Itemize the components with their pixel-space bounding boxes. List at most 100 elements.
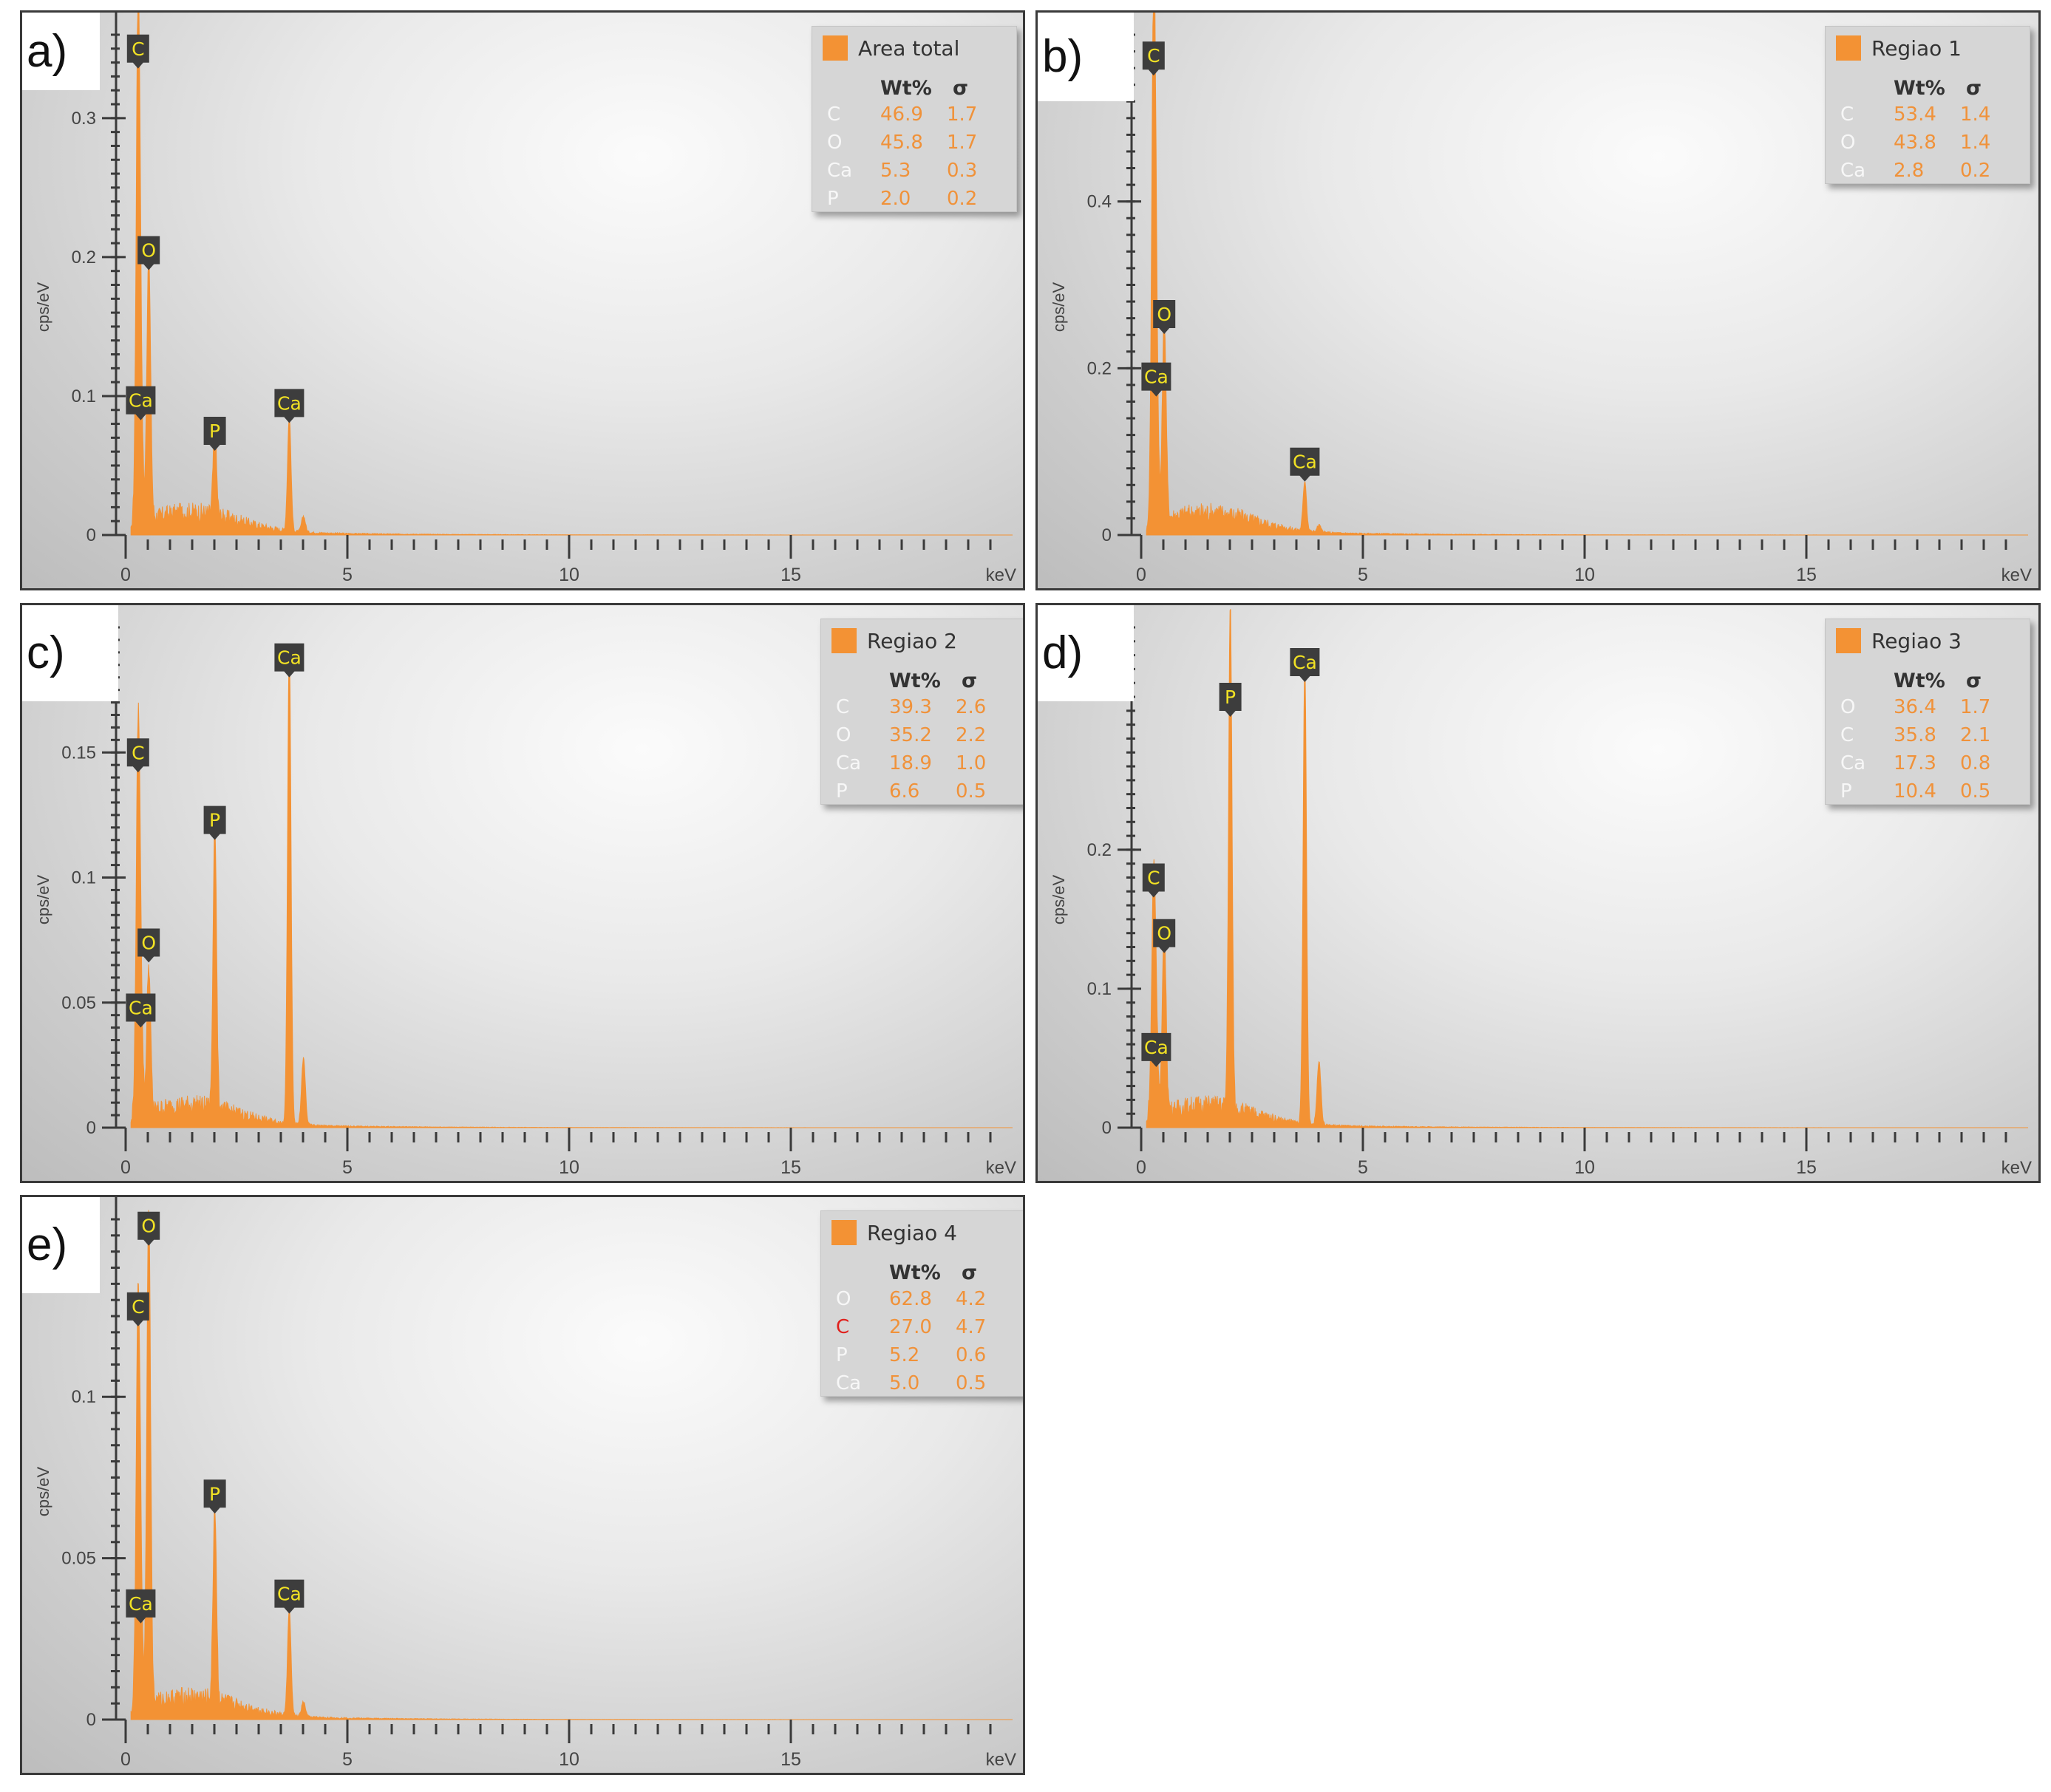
svg-text:O: O [141, 933, 156, 954]
x-tick-label: 5 [1358, 565, 1368, 585]
svg-text:P: P [209, 810, 220, 831]
element-sigma: 0.3 [947, 160, 978, 182]
y-tick-label: 0 [86, 525, 96, 545]
element-name: C [1840, 724, 1854, 746]
x-tick-label: 10 [559, 1749, 579, 1770]
x-tick-label: 10 [559, 565, 579, 585]
peak-label-o: O [1153, 919, 1176, 953]
element-sigma: 0.5 [956, 780, 987, 803]
x-tick-label: 5 [1358, 1157, 1368, 1178]
composition-legend: Regiao 1 Wt% σ C 53.4 1.4 O 43.8 1.4 Ca 2.8 0.2 [1825, 26, 2030, 184]
wt-column-header: Wt% [880, 77, 932, 100]
composition-row: P 10.4 0.5 [1826, 780, 2030, 808]
element-wt: 35.2 [889, 724, 932, 746]
y-tick-label: 0.1 [72, 868, 96, 888]
y-tick-label: 0.2 [1087, 358, 1112, 378]
peak-label-c: C [126, 738, 149, 773]
x-tick-label: 15 [1796, 565, 1817, 585]
peak-label-o: O [1153, 299, 1176, 334]
y-axis-label: cps/eV [34, 875, 52, 925]
spectrum-area [130, 654, 1013, 1128]
peak-label-c: C [126, 34, 149, 69]
element-sigma: 0.6 [956, 1344, 987, 1366]
x-tick-label: 15 [780, 1157, 801, 1178]
spectrum-area [130, 13, 1013, 536]
element-sigma: 4.2 [956, 1288, 987, 1310]
element-sigma: 4.7 [956, 1316, 987, 1338]
composition-row: Ca 2.8 0.2 [1826, 160, 2030, 188]
composition-row: O 43.8 1.4 [1826, 132, 2030, 160]
element-name: O [1840, 132, 1856, 154]
element-sigma: 2.2 [956, 724, 987, 746]
y-tick-label: 0.15 [61, 743, 96, 763]
panel-label: c) [22, 605, 118, 701]
y-tick-label: 0 [86, 1118, 96, 1138]
y-axis-label: cps/eV [34, 1467, 52, 1517]
composition-row: C 35.8 2.1 [1826, 724, 2030, 752]
y-tick-label: 0.2 [1087, 840, 1112, 860]
y-tick-label: 0.1 [72, 386, 96, 406]
element-wt: 5.3 [880, 160, 911, 182]
element-name: P [836, 780, 848, 803]
peak-label-o: O [137, 928, 160, 963]
svg-text:Ca: Ca [1144, 1037, 1169, 1058]
element-wt: 5.2 [889, 1344, 920, 1366]
element-name: O [836, 1288, 851, 1310]
element-sigma: 1.7 [947, 132, 978, 154]
element-name: P [827, 188, 839, 210]
element-wt: 10.4 [1894, 780, 1936, 803]
peak-label-ca: Ca [1290, 447, 1320, 482]
element-wt: 45.8 [880, 132, 923, 154]
x-tick-label: 15 [1796, 1157, 1817, 1178]
element-wt: 2.0 [880, 188, 911, 210]
peak-label-p: P [203, 1479, 226, 1514]
element-sigma: 0.2 [947, 188, 978, 210]
peak-label-ca: Ca [274, 643, 305, 678]
element-sigma: 2.6 [956, 696, 987, 718]
element-sigma: 1.0 [956, 752, 987, 774]
legend-title: Regiao 4 [867, 1220, 957, 1245]
legend-swatch [831, 1220, 857, 1245]
y-tick-label: 0 [86, 1710, 96, 1730]
element-sigma: 0.8 [1960, 752, 1991, 774]
eds-panel-a: 0 0.1 0.2 0.3 cps/eV 0 5 10 15 keV C O Ca P Ca a) Area t… [20, 10, 1025, 590]
y-tick-label: 0.4 [1087, 192, 1112, 212]
composition-row: P 2.0 0.2 [812, 188, 1016, 216]
legend-swatch [1836, 35, 1861, 61]
y-tick-label: 0.2 [72, 248, 96, 268]
composition-row: Ca 18.9 1.0 [821, 752, 1023, 780]
x-tick-label: 5 [342, 1749, 353, 1770]
legend-title: Regiao 3 [1871, 628, 1962, 653]
svg-text:C: C [132, 742, 144, 763]
x-tick-label: 0 [120, 1749, 131, 1770]
element-name: C [836, 696, 850, 718]
svg-text:P: P [209, 1483, 220, 1505]
spectrum-area [1146, 609, 2028, 1128]
svg-text:Ca: Ca [1293, 452, 1317, 473]
element-name: O [827, 132, 843, 154]
y-tick-label: 0.1 [72, 1387, 96, 1407]
x-axis-label: keV [2001, 565, 2032, 585]
element-name: P [836, 1344, 848, 1366]
x-tick-label: 10 [1574, 565, 1595, 585]
x-tick-label: 0 [120, 1157, 131, 1178]
peak-label-ca: Ca [126, 993, 156, 1028]
composition-row: O 35.2 2.2 [821, 724, 1023, 752]
x-tick-label: 0 [1136, 565, 1146, 585]
composition-legend: Regiao 2 Wt% σ C 39.3 2.6 O 35.2 2.2 Ca 18.9 1.0 P 6.… [820, 619, 1023, 805]
wt-column-header: Wt% [889, 670, 941, 692]
panel-label: d) [1038, 605, 1134, 701]
x-tick-label: 10 [1574, 1157, 1595, 1178]
x-tick-label: 10 [559, 1157, 579, 1178]
svg-text:Ca: Ca [277, 1584, 302, 1605]
element-wt: 18.9 [889, 752, 932, 774]
svg-text:O: O [1157, 304, 1171, 325]
sigma-column-header: σ [1966, 670, 1982, 692]
wt-column-header: Wt% [1894, 670, 1945, 692]
element-wt: 36.4 [1894, 696, 1936, 718]
svg-text:Ca: Ca [1144, 367, 1169, 388]
composition-row: O 36.4 1.7 [1826, 696, 2030, 724]
element-name: C [836, 1316, 850, 1338]
